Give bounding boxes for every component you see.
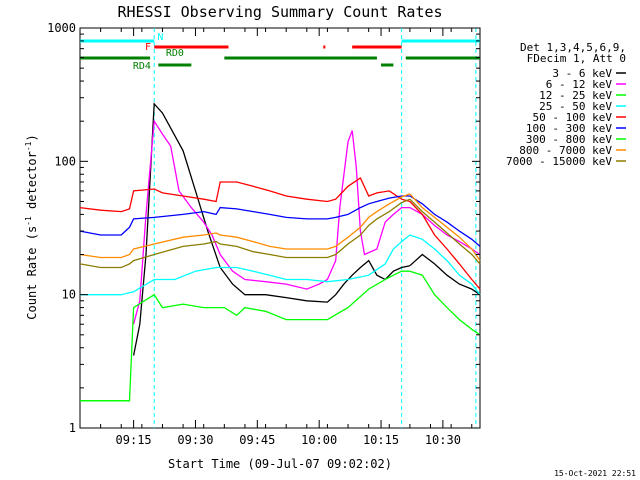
y-tick-label: 100 bbox=[54, 154, 76, 168]
mode-label-f: F bbox=[145, 42, 151, 53]
series-line-4 bbox=[79, 177, 411, 213]
series-line-2 bbox=[80, 270, 410, 402]
legend-entry-label: 100 - 300 keV bbox=[526, 122, 612, 135]
legend-entry-label: 800 - 7000 keV bbox=[519, 144, 612, 157]
series-decay-line-7 bbox=[409, 198, 481, 265]
plot-frame bbox=[79, 27, 481, 429]
mode-label-rd0: RD0 bbox=[166, 48, 184, 59]
series-decay-line-5 bbox=[409, 195, 481, 247]
legend-entry-label: 7000 - 15000 keV bbox=[506, 155, 612, 168]
series-decay-line-2 bbox=[409, 270, 481, 336]
y-axis-label: Count Rate (s-1 detector-1) bbox=[24, 134, 39, 319]
x-tick-label: 10:30 bbox=[425, 433, 461, 447]
legend-header: FDecim 1, Att 0 bbox=[527, 52, 626, 65]
x-tick-label: 09:45 bbox=[239, 433, 275, 447]
legend-entry-label: 12 - 25 keV bbox=[539, 89, 612, 102]
y-tick-label: 1 bbox=[69, 421, 76, 435]
legend-header: Det 1,3,4,5,6,9, bbox=[520, 41, 626, 54]
series-decay-line-3 bbox=[409, 234, 481, 296]
series-line-5 bbox=[79, 195, 410, 236]
legend-entry-label: 50 - 100 keV bbox=[533, 111, 613, 124]
series-decay-line-6 bbox=[409, 193, 481, 261]
x-tick-label: 09:15 bbox=[116, 433, 152, 447]
series-decay-line-4 bbox=[409, 201, 481, 290]
x-tick-label: 10:00 bbox=[301, 433, 337, 447]
series-line-8 bbox=[79, 198, 411, 269]
mode-label-n: N bbox=[157, 32, 163, 43]
y-tick-label: 10 bbox=[62, 288, 76, 302]
x-tick-label: 09:30 bbox=[177, 433, 213, 447]
x-axis-label: Start Time (09-Jul-07 09:02:02) bbox=[168, 457, 392, 471]
series-line-1 bbox=[132, 119, 410, 325]
chart-title: RHESSI Observing Summary Count Rates bbox=[117, 3, 442, 21]
mode-label-rd4: RD4 bbox=[133, 61, 151, 72]
series-line-3 bbox=[80, 234, 411, 296]
legend: Det 1,3,4,5,6,9,FDecim 1, Att 0 3 - 6 keV… bbox=[506, 41, 626, 168]
legend-entry-label: 3 - 6 keV bbox=[552, 67, 612, 80]
legend-entry-label: 300 - 800 keV bbox=[526, 133, 612, 146]
series-line-7 bbox=[79, 193, 411, 259]
y-tick-label: 1000 bbox=[47, 21, 76, 35]
series-line-0 bbox=[132, 102, 411, 356]
legend-entry-label: 6 - 12 keV bbox=[546, 78, 613, 91]
legend-entry-label: 25 - 50 keV bbox=[539, 100, 612, 113]
series-decay-line-0 bbox=[409, 253, 481, 296]
timestamp: 15-Oct-2021 22:51 bbox=[554, 469, 636, 478]
x-tick-label: 10:15 bbox=[363, 433, 399, 447]
